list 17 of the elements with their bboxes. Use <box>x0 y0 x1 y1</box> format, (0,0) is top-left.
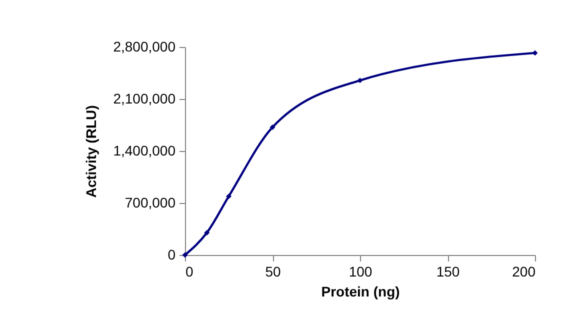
y-axis-title: Activity (RLU) <box>83 105 100 198</box>
y-tick-label: 2,800,000 <box>113 38 176 54</box>
x-tick-label: 200 <box>512 264 536 280</box>
point <box>357 78 363 84</box>
y-tick-label: 0 <box>168 246 176 262</box>
point <box>204 230 210 236</box>
x-axis-title: Protein (ng) <box>321 284 400 300</box>
x-tick-label: 50 <box>265 264 281 280</box>
y-tick-label: 1,400,000 <box>113 142 176 158</box>
point <box>270 124 276 130</box>
x-tick-label: 100 <box>348 264 372 280</box>
y-tick-label: 700,000 <box>124 194 176 210</box>
x-tick-label: 0 <box>186 264 194 280</box>
x-tick-label: 150 <box>436 264 460 280</box>
point <box>226 194 232 200</box>
y-tick-label: 2,100,000 <box>113 90 176 106</box>
point <box>182 252 188 258</box>
